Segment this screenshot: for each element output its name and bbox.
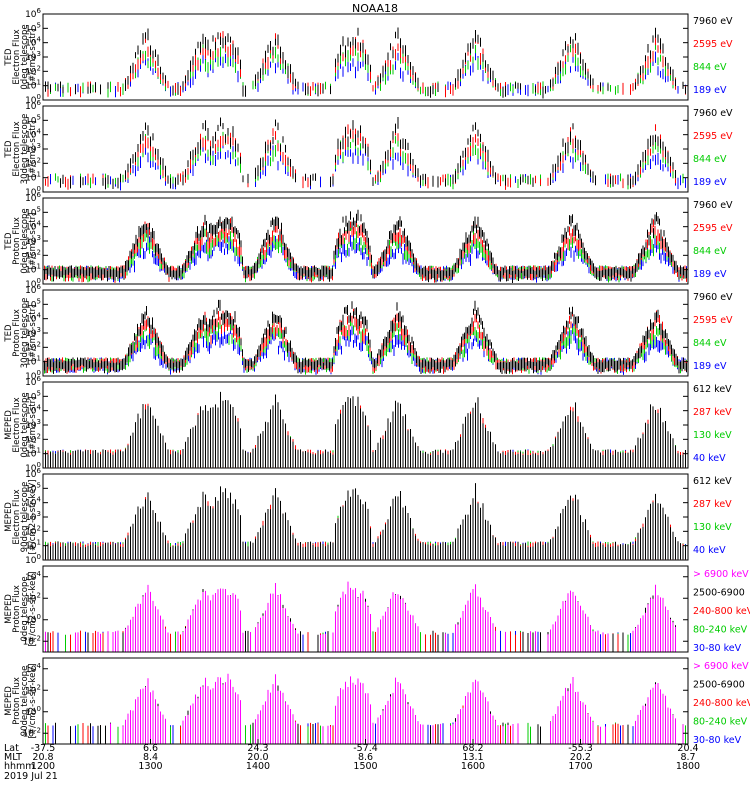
series-trace xyxy=(43,497,686,559)
legend-entry: 130 keV xyxy=(693,522,732,533)
series-trace xyxy=(43,508,686,559)
panel-4: 100101102103104105106TEDProton Flux30deg… xyxy=(4,283,733,382)
series-trace xyxy=(43,406,686,467)
legend-entry: 7960 eV xyxy=(693,16,733,27)
x-tick-label-hhmm: 1400 xyxy=(246,761,270,772)
date-label: 2019 Jul 21 xyxy=(4,771,58,782)
legend-entry: 2595 eV xyxy=(693,223,733,234)
legend-entry: 189 eV xyxy=(693,85,727,96)
series-trace xyxy=(48,589,676,652)
series-trace xyxy=(43,309,687,374)
legend-entry: 189 eV xyxy=(693,361,727,372)
legend-entry: 40 keV xyxy=(693,545,726,556)
series-trace xyxy=(43,500,686,559)
legend-entry: 287 keV xyxy=(693,499,732,510)
series-trace xyxy=(43,674,683,744)
y-axis-label: [#/cm2-s-str-keV] xyxy=(28,664,38,739)
series-trace xyxy=(43,216,687,283)
legend-entry: > 6900 keV xyxy=(693,569,749,580)
x-axis: -37.520.812006.68.4130024.320.01400-57.4… xyxy=(4,739,700,782)
figure-title: NOAA18 xyxy=(352,2,398,15)
y-axis-label: [#/cm2-s-str] xyxy=(28,305,38,362)
legend-entry: 7960 eV xyxy=(693,108,733,119)
legend-entry: 80-240 keV xyxy=(693,625,748,636)
legend-entry: 2500-6900 xyxy=(693,680,745,691)
legend-entry: 240-800 keV xyxy=(693,698,750,709)
y-axis-label: [#/cm2-s-str] xyxy=(28,397,38,454)
panel-7: 10-2100102104MEPEDProton Flux0deg telesc… xyxy=(4,566,750,654)
legend-entry: 2595 eV xyxy=(693,39,733,50)
legend-entry: 2500-6900 xyxy=(693,588,745,599)
legend-entry: 844 eV xyxy=(693,338,727,349)
series-trace xyxy=(43,416,686,467)
x-tick-label-hhmm: 1300 xyxy=(138,761,162,772)
series-trace xyxy=(43,483,686,559)
series-trace xyxy=(43,28,686,99)
legend-entry: 2595 eV xyxy=(693,131,733,142)
legend-entry: 30-80 keV xyxy=(693,735,742,746)
series-trace xyxy=(43,401,686,467)
series-trace xyxy=(43,324,687,375)
series-trace xyxy=(48,40,676,98)
legend-entry: 80-240 keV xyxy=(693,717,748,728)
y-axis-label: [#/cm2-s-str-keV] xyxy=(28,572,38,647)
legend-entry: 189 eV xyxy=(693,269,727,280)
legend-entry: 7960 eV xyxy=(693,200,733,211)
legend-entry: 2595 eV xyxy=(693,315,733,326)
series-trace xyxy=(43,223,687,282)
legend-entry: 40 keV xyxy=(693,453,726,464)
legend-entry: > 6900 keV xyxy=(693,661,749,672)
legend-entry: 240-800 keV xyxy=(693,606,750,617)
x-tick-label-hhmm: 1800 xyxy=(676,761,700,772)
series-trace xyxy=(43,233,687,283)
legend-entry: 189 eV xyxy=(693,177,727,188)
series-trace xyxy=(56,132,684,190)
y-axis-label: [#/cm2-s-str-keV] xyxy=(28,480,38,555)
y-axis-label: [#/cm2-s-str] xyxy=(28,213,38,270)
series-trace xyxy=(53,696,676,743)
series-trace xyxy=(43,314,687,375)
series-trace xyxy=(43,300,687,374)
legend-entry: 130 keV xyxy=(693,430,732,441)
series-trace xyxy=(48,685,676,744)
legend-entry: 612 keV xyxy=(693,384,732,395)
legend-entry: 844 eV xyxy=(693,246,727,257)
legend-entry: 7960 eV xyxy=(693,292,733,303)
x-tick-label-hhmm: 1600 xyxy=(461,761,485,772)
legend-entry: 844 eV xyxy=(693,62,727,73)
series-trace xyxy=(43,582,676,652)
legend-entry: 287 keV xyxy=(693,407,732,418)
series-trace xyxy=(48,595,676,652)
series-trace xyxy=(43,210,687,283)
figure: NOAA18 100101102103104105106TEDElectron … xyxy=(0,0,750,800)
x-tick-label-hhmm: 1500 xyxy=(353,761,377,772)
x-tick-label-hhmm: 1700 xyxy=(568,761,592,772)
legend-entry: 30-80 keV xyxy=(693,643,742,654)
series-trace xyxy=(48,31,686,97)
y-axis-label: [#/cm2-s-str] xyxy=(28,121,38,178)
y-axis-label: [#/cm2-s-str] xyxy=(28,29,38,86)
y-tick-label: 106 xyxy=(25,7,41,20)
legend-entry: 612 keV xyxy=(693,476,732,487)
series-trace xyxy=(43,392,686,467)
legend-entry: 844 eV xyxy=(693,154,727,165)
